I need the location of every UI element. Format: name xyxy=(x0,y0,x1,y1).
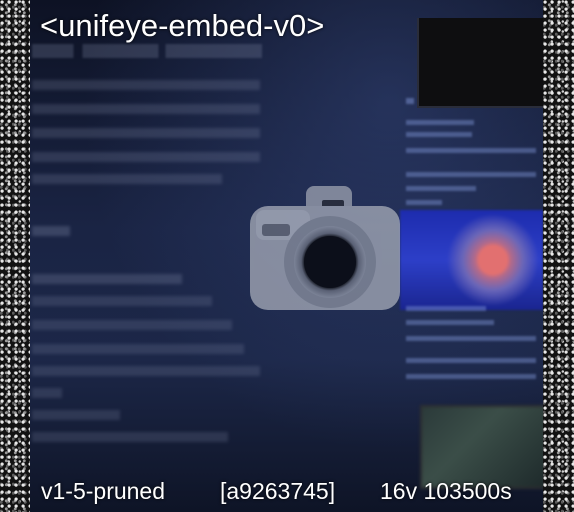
blurred-line xyxy=(32,80,260,90)
blurred-line xyxy=(32,296,212,306)
blurred-heading xyxy=(32,44,262,58)
blurred-line xyxy=(406,306,486,311)
blurred-line xyxy=(406,358,536,363)
blurred-line xyxy=(32,388,62,398)
blurred-line xyxy=(406,172,536,177)
blurred-line xyxy=(406,186,476,191)
eye-image-panel xyxy=(400,210,543,310)
left-dotted-border xyxy=(0,0,30,512)
dark-image-panel xyxy=(417,18,545,108)
blurred-line xyxy=(32,226,70,236)
model-hash: [a9263745] xyxy=(220,478,336,504)
blurred-line xyxy=(406,98,414,104)
model-title: <unifeye-embed-v0> xyxy=(40,8,325,43)
blurred-line xyxy=(406,320,494,325)
blurred-line xyxy=(406,200,442,205)
blurred-line xyxy=(32,174,222,184)
blurred-line xyxy=(32,152,260,162)
blurred-line xyxy=(32,410,120,420)
blurred-line xyxy=(32,320,232,330)
photo-image-panel xyxy=(420,405,547,489)
model-variant: v1-5-pruned xyxy=(41,478,166,504)
blurred-line xyxy=(32,104,260,114)
blurred-line xyxy=(32,274,182,284)
blurred-line xyxy=(406,336,536,341)
right-dotted-border xyxy=(543,0,574,512)
blurred-line xyxy=(406,132,472,137)
training-stats: 16v 103500s xyxy=(380,478,512,504)
blurred-line xyxy=(32,128,260,138)
blurred-line xyxy=(406,374,536,379)
blurred-line xyxy=(32,432,228,442)
blurred-line xyxy=(406,148,536,153)
blurred-line xyxy=(406,120,474,125)
blurred-line xyxy=(32,344,244,354)
blurred-line xyxy=(32,366,260,376)
camera-icon xyxy=(250,186,400,310)
